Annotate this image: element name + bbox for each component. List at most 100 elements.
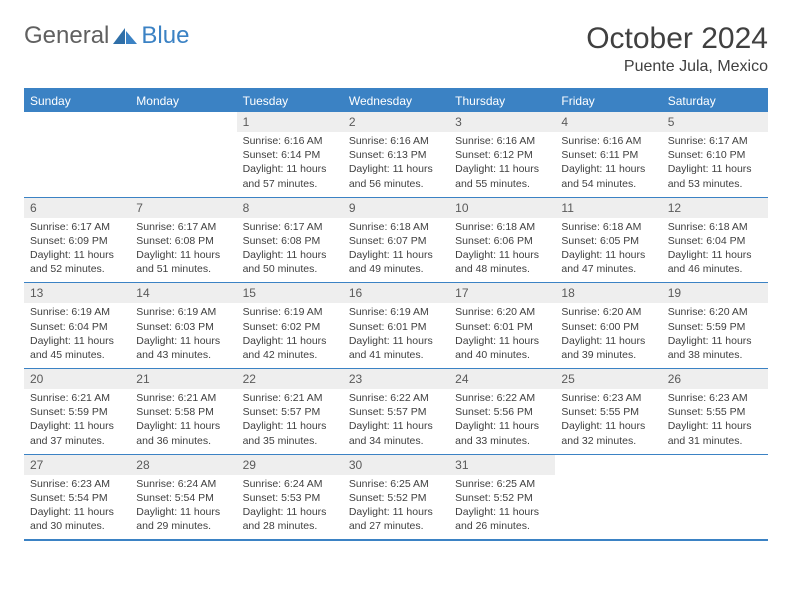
day-info: Sunrise: 6:17 AMSunset: 6:08 PMDaylight:…: [237, 218, 343, 277]
calendar-cell: 4Sunrise: 6:16 AMSunset: 6:11 PMDaylight…: [555, 112, 661, 197]
sunrise-text: Sunrise: 6:18 AM: [561, 220, 655, 234]
calendar-cell: 12Sunrise: 6:18 AMSunset: 6:04 PMDayligh…: [662, 198, 768, 283]
sunrise-text: Sunrise: 6:18 AM: [349, 220, 443, 234]
header: General Blue October 2024 Puente Jula, M…: [24, 22, 768, 76]
weekday-header: Saturday: [662, 90, 768, 112]
daylight-text: Daylight: 11 hours and 50 minutes.: [243, 248, 337, 276]
day-info: Sunrise: 6:23 AMSunset: 5:55 PMDaylight:…: [555, 389, 661, 448]
calendar: Sunday Monday Tuesday Wednesday Thursday…: [24, 88, 768, 541]
calendar-cell: 13Sunrise: 6:19 AMSunset: 6:04 PMDayligh…: [24, 283, 130, 368]
calendar-cell: 15Sunrise: 6:19 AMSunset: 6:02 PMDayligh…: [237, 283, 343, 368]
calendar-cell: 19Sunrise: 6:20 AMSunset: 5:59 PMDayligh…: [662, 283, 768, 368]
calendar-week: 20Sunrise: 6:21 AMSunset: 5:59 PMDayligh…: [24, 369, 768, 455]
calendar-cell: 1Sunrise: 6:16 AMSunset: 6:14 PMDaylight…: [237, 112, 343, 197]
day-info: Sunrise: 6:20 AMSunset: 6:01 PMDaylight:…: [449, 303, 555, 362]
sunset-text: Sunset: 6:01 PM: [349, 320, 443, 334]
daylight-text: Daylight: 11 hours and 43 minutes.: [136, 334, 230, 362]
day-info: Sunrise: 6:17 AMSunset: 6:08 PMDaylight:…: [130, 218, 236, 277]
day-info: Sunrise: 6:18 AMSunset: 6:04 PMDaylight:…: [662, 218, 768, 277]
calendar-cell: 7Sunrise: 6:17 AMSunset: 6:08 PMDaylight…: [130, 198, 236, 283]
calendar-cell: [555, 455, 661, 540]
daylight-text: Daylight: 11 hours and 46 minutes.: [668, 248, 762, 276]
weekday-header: Tuesday: [237, 90, 343, 112]
daylight-text: Daylight: 11 hours and 48 minutes.: [455, 248, 549, 276]
daylight-text: Daylight: 11 hours and 31 minutes.: [668, 419, 762, 447]
day-info: Sunrise: 6:21 AMSunset: 5:58 PMDaylight:…: [130, 389, 236, 448]
day-number: 31: [449, 455, 555, 475]
calendar-cell: 10Sunrise: 6:18 AMSunset: 6:06 PMDayligh…: [449, 198, 555, 283]
title-block: October 2024 Puente Jula, Mexico: [586, 22, 768, 76]
day-info: Sunrise: 6:18 AMSunset: 6:07 PMDaylight:…: [343, 218, 449, 277]
day-number: 23: [343, 369, 449, 389]
day-number: 27: [24, 455, 130, 475]
sunset-text: Sunset: 6:01 PM: [455, 320, 549, 334]
day-number: 8: [237, 198, 343, 218]
page: General Blue October 2024 Puente Jula, M…: [0, 0, 792, 563]
daylight-text: Daylight: 11 hours and 47 minutes.: [561, 248, 655, 276]
sunrise-text: Sunrise: 6:25 AM: [455, 477, 549, 491]
calendar-cell: 18Sunrise: 6:20 AMSunset: 6:00 PMDayligh…: [555, 283, 661, 368]
day-info: Sunrise: 6:24 AMSunset: 5:53 PMDaylight:…: [237, 475, 343, 534]
sunset-text: Sunset: 6:08 PM: [243, 234, 337, 248]
calendar-week: 6Sunrise: 6:17 AMSunset: 6:09 PMDaylight…: [24, 198, 768, 284]
day-number: 29: [237, 455, 343, 475]
logo-sail-icon: [111, 26, 139, 46]
daylight-text: Daylight: 11 hours and 51 minutes.: [136, 248, 230, 276]
sunset-text: Sunset: 6:09 PM: [30, 234, 124, 248]
calendar-cell: 31Sunrise: 6:25 AMSunset: 5:52 PMDayligh…: [449, 455, 555, 540]
calendar-cell: 5 Sunrise: 6:17 AMSunset: 6:10 PMDaylight…: [662, 112, 768, 197]
daylight-text: Daylight: 11 hours and 42 minutes.: [243, 334, 337, 362]
day-number: 3: [449, 112, 555, 132]
sunrise-text: Sunrise: 6:21 AM: [243, 391, 337, 405]
daylight-text: Daylight: 11 hours and 54 minutes.: [561, 162, 655, 190]
day-info: Sunrise: 6:18 AMSunset: 6:05 PMDaylight:…: [555, 218, 661, 277]
day-number: 30: [343, 455, 449, 475]
sunset-text: Sunset: 5:57 PM: [243, 405, 337, 419]
calendar-cell: 16Sunrise: 6:19 AMSunset: 6:01 PMDayligh…: [343, 283, 449, 368]
calendar-week: 1Sunrise: 6:16 AMSunset: 6:14 PMDaylight…: [24, 112, 768, 198]
daylight-text: Daylight: 11 hours and 30 minutes.: [30, 505, 124, 533]
calendar-cell: 11Sunrise: 6:18 AMSunset: 6:05 PMDayligh…: [555, 198, 661, 283]
daylight-text: Daylight: 11 hours and 33 minutes.: [455, 419, 549, 447]
day-info: Sunrise: 6:25 AMSunset: 5:52 PMDaylight:…: [343, 475, 449, 534]
calendar-cell: [24, 112, 130, 197]
sunset-text: Sunset: 6:10 PM: [668, 148, 762, 162]
day-number: 5: [662, 112, 768, 132]
sunset-text: Sunset: 6:07 PM: [349, 234, 443, 248]
day-info: Sunrise: 6:19 AMSunset: 6:01 PMDaylight:…: [343, 303, 449, 362]
weekday-header-row: Sunday Monday Tuesday Wednesday Thursday…: [24, 90, 768, 112]
sunset-text: Sunset: 5:57 PM: [349, 405, 443, 419]
day-number: 19: [662, 283, 768, 303]
logo-text-2: Blue: [141, 22, 189, 50]
sunrise-text: Sunrise: 6:17 AM: [243, 220, 337, 234]
calendar-cell: 29Sunrise: 6:24 AMSunset: 5:53 PMDayligh…: [237, 455, 343, 540]
day-info: Sunrise: 6:17 AMSunset: 6:09 PMDaylight:…: [24, 218, 130, 277]
sunset-text: Sunset: 5:59 PM: [668, 320, 762, 334]
day-info: Sunrise: 6:22 AMSunset: 5:56 PMDaylight:…: [449, 389, 555, 448]
daylight-text: Daylight: 11 hours and 40 minutes.: [455, 334, 549, 362]
sunrise-text: Sunrise: 6:17 AM: [668, 134, 762, 148]
daylight-text: Daylight: 11 hours and 53 minutes.: [668, 162, 762, 190]
calendar-cell: 24Sunrise: 6:22 AMSunset: 5:56 PMDayligh…: [449, 369, 555, 454]
day-number: 14: [130, 283, 236, 303]
calendar-body: 1Sunrise: 6:16 AMSunset: 6:14 PMDaylight…: [24, 112, 768, 539]
calendar-cell: 17Sunrise: 6:20 AMSunset: 6:01 PMDayligh…: [449, 283, 555, 368]
day-number: 13: [24, 283, 130, 303]
calendar-cell: 25Sunrise: 6:23 AMSunset: 5:55 PMDayligh…: [555, 369, 661, 454]
sunrise-text: Sunrise: 6:24 AM: [136, 477, 230, 491]
daylight-text: Daylight: 11 hours and 34 minutes.: [349, 419, 443, 447]
location: Puente Jula, Mexico: [586, 58, 768, 76]
day-number: 2: [343, 112, 449, 132]
day-info: Sunrise: 6:25 AMSunset: 5:52 PMDaylight:…: [449, 475, 555, 534]
day-number: 20: [24, 369, 130, 389]
calendar-cell: 9Sunrise: 6:18 AMSunset: 6:07 PMDaylight…: [343, 198, 449, 283]
sunset-text: Sunset: 6:08 PM: [136, 234, 230, 248]
day-number: 9: [343, 198, 449, 218]
day-info: Sunrise: 6:19 AMSunset: 6:04 PMDaylight:…: [24, 303, 130, 362]
day-info: Sunrise: 6:20 AMSunset: 6:00 PMDaylight:…: [555, 303, 661, 362]
sunset-text: Sunset: 6:11 PM: [561, 148, 655, 162]
calendar-cell: [662, 455, 768, 540]
sunrise-text: Sunrise: 6:23 AM: [561, 391, 655, 405]
calendar-week: 27Sunrise: 6:23 AMSunset: 5:54 PMDayligh…: [24, 455, 768, 540]
sunrise-text: Sunrise: 6:19 AM: [30, 305, 124, 319]
